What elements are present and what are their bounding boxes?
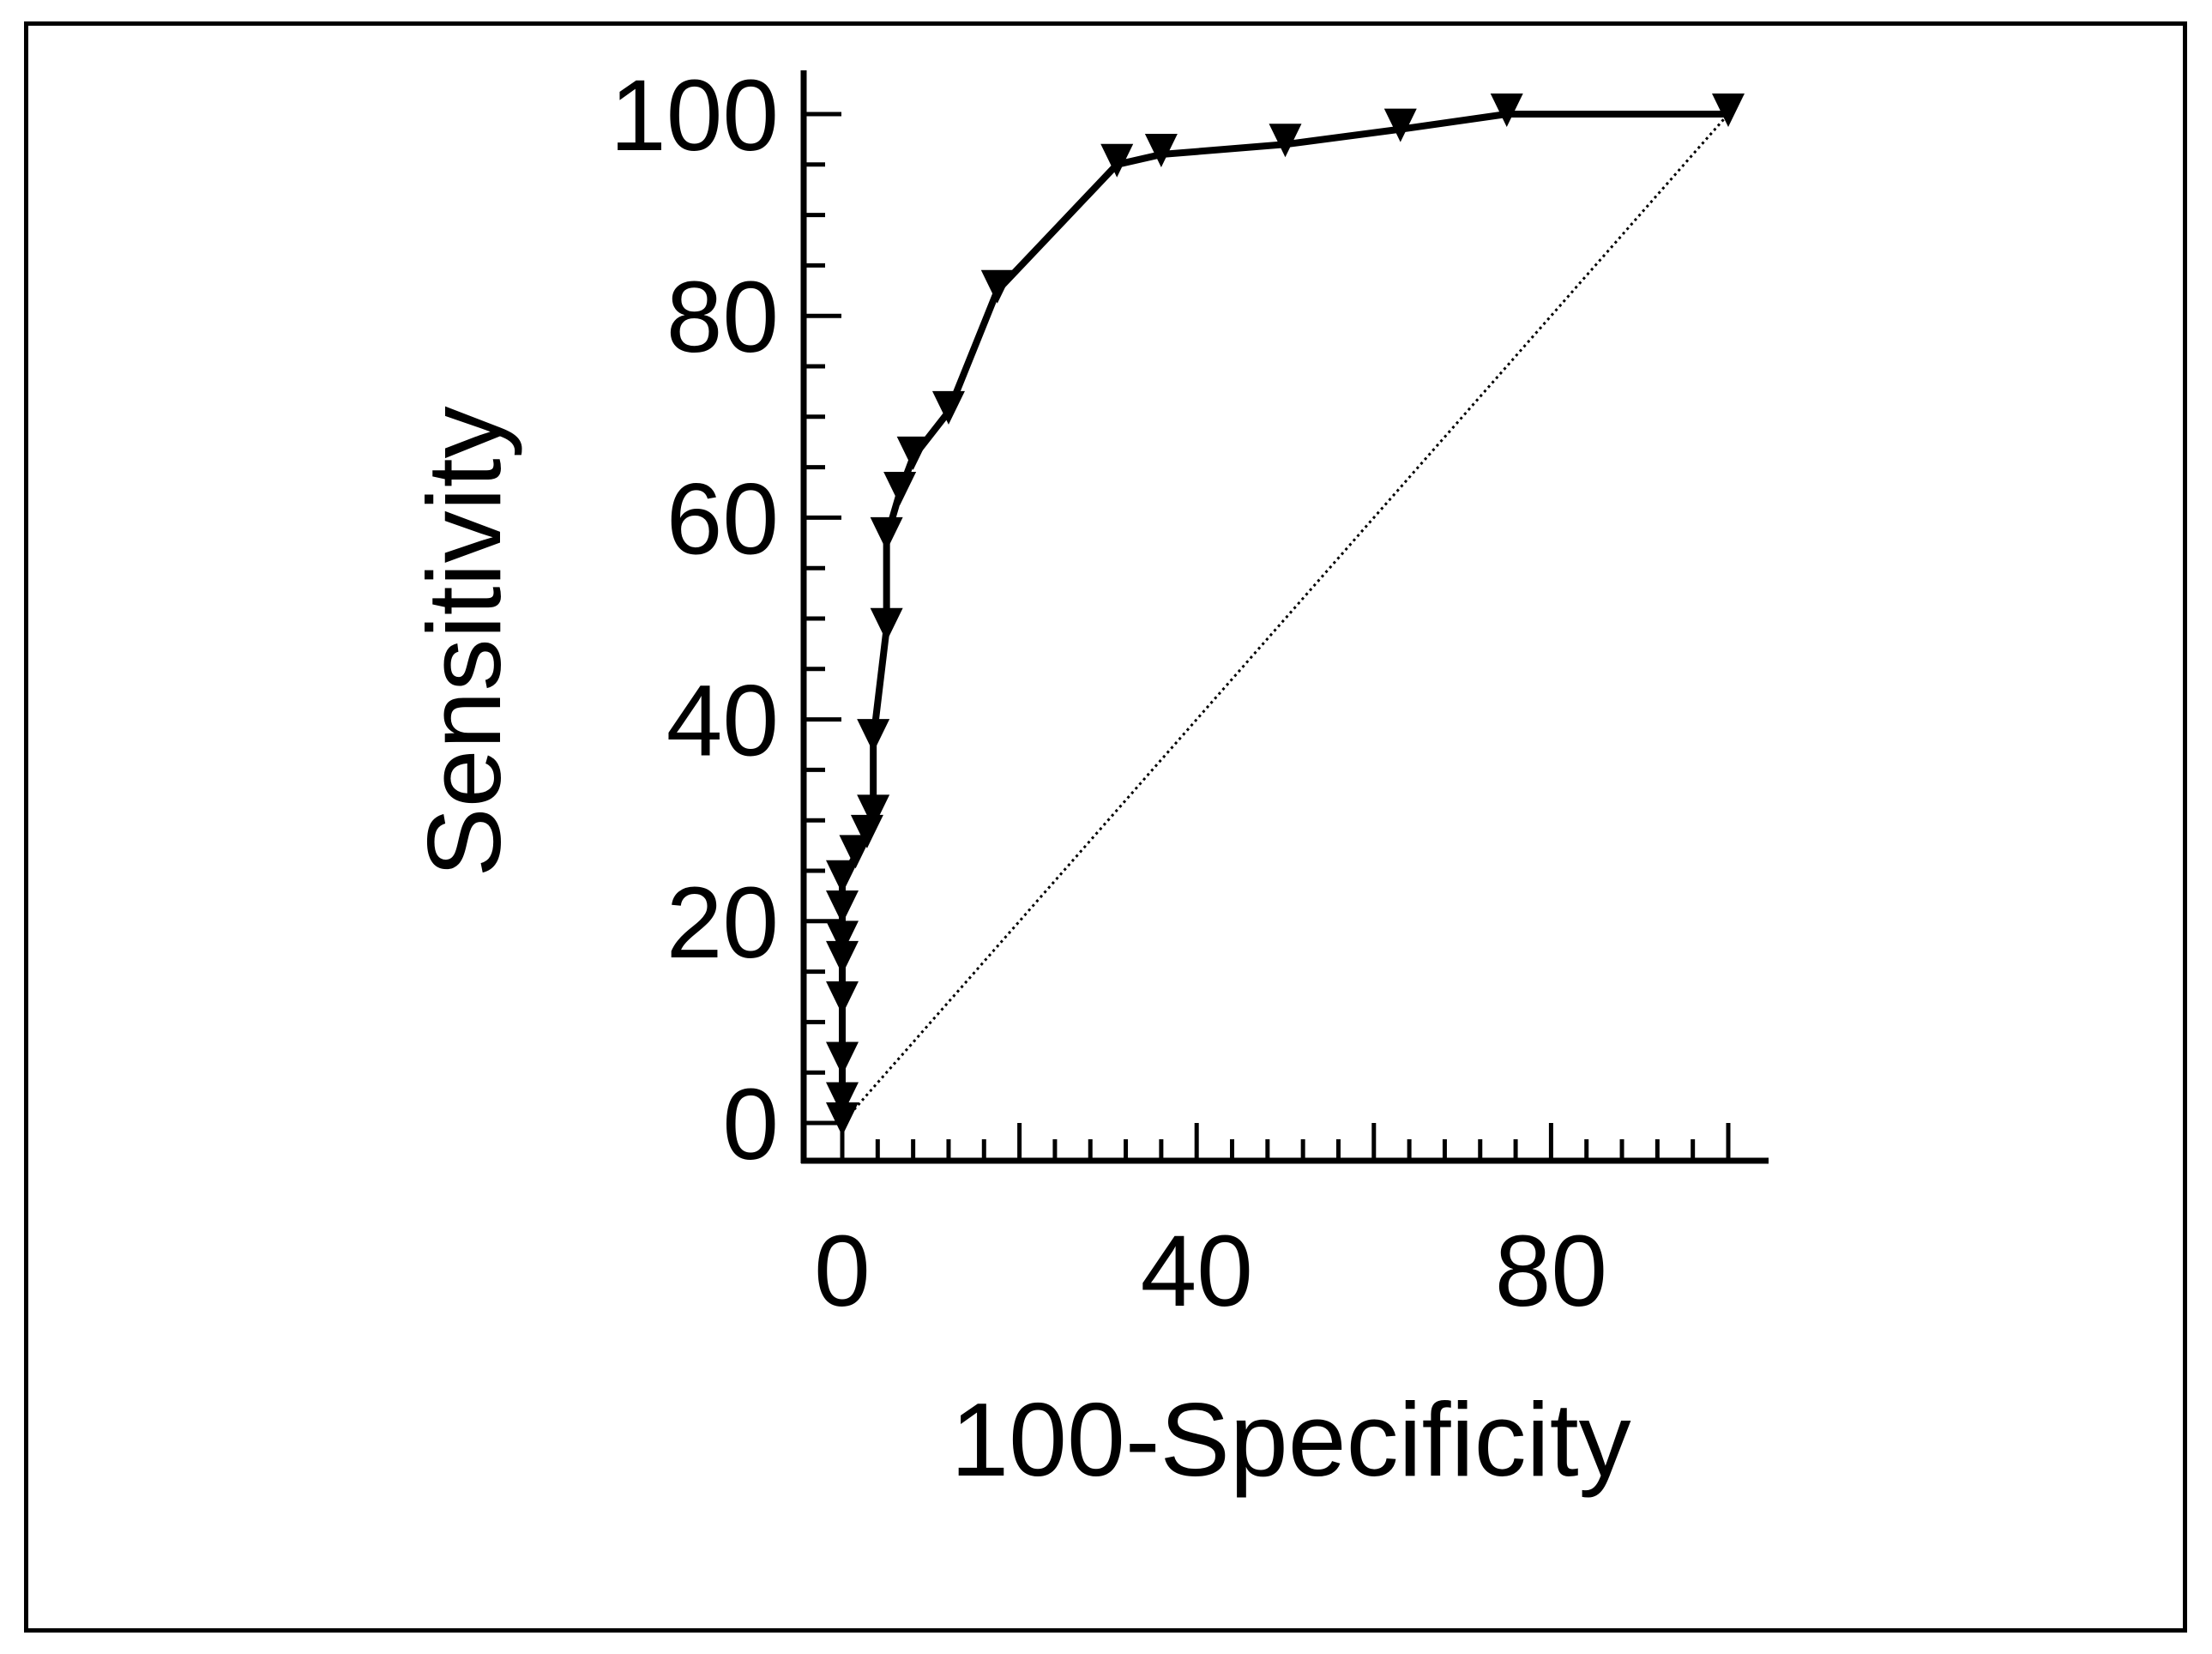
x-tick-label: 80 — [1495, 1215, 1607, 1328]
x-axis-title: 100-Specificity — [950, 1381, 1630, 1498]
data-point-marker — [826, 1082, 859, 1116]
data-point-marker — [1383, 108, 1417, 142]
data-point-marker — [883, 472, 917, 505]
data-point-marker — [826, 890, 859, 925]
data-point-marker — [931, 390, 965, 425]
y-tick-label: 20 — [666, 866, 779, 980]
data-point-marker — [1490, 94, 1523, 127]
data-point-marker — [870, 607, 903, 642]
y-tick-label: 40 — [666, 665, 779, 778]
data-point-marker — [1100, 143, 1134, 178]
x-axis-tick-labels: 0 40 80 — [814, 1215, 1607, 1328]
marker-layer — [826, 94, 1745, 1136]
data-point-marker — [896, 436, 930, 470]
y-axis-ticks — [804, 112, 841, 1126]
series-layer — [839, 111, 1730, 1124]
y-tick-label: 80 — [666, 261, 779, 374]
y-tick-label: 100 — [610, 59, 779, 172]
figure-frame — [24, 21, 2187, 1633]
data-point-marker — [1144, 134, 1178, 168]
x-tick-label: 40 — [1141, 1215, 1253, 1328]
data-point-marker — [839, 835, 872, 869]
data-point-marker — [870, 516, 903, 551]
data-point-marker — [1269, 124, 1302, 158]
y-axis-title: Sensitivity — [406, 406, 522, 877]
data-point-marker — [826, 1041, 859, 1076]
data-point-marker — [826, 860, 859, 894]
y-tick-label: 0 — [722, 1068, 779, 1181]
data-point-marker — [1712, 94, 1745, 127]
x-tick-label: 0 — [814, 1215, 871, 1328]
data-point-marker — [826, 1102, 859, 1136]
data-point-marker — [857, 794, 890, 829]
data-point-marker — [826, 940, 859, 975]
data-point-marker — [826, 981, 859, 1015]
y-axis-tick-labels: 0 20 40 60 80 100 — [610, 59, 779, 1181]
x-axis-ticks — [840, 1123, 1731, 1161]
data-point-marker — [826, 921, 859, 955]
y-tick-label: 60 — [666, 462, 779, 576]
reference-line — [841, 113, 1730, 1124]
data-point-marker — [980, 269, 1014, 304]
data-point-marker — [857, 719, 890, 753]
